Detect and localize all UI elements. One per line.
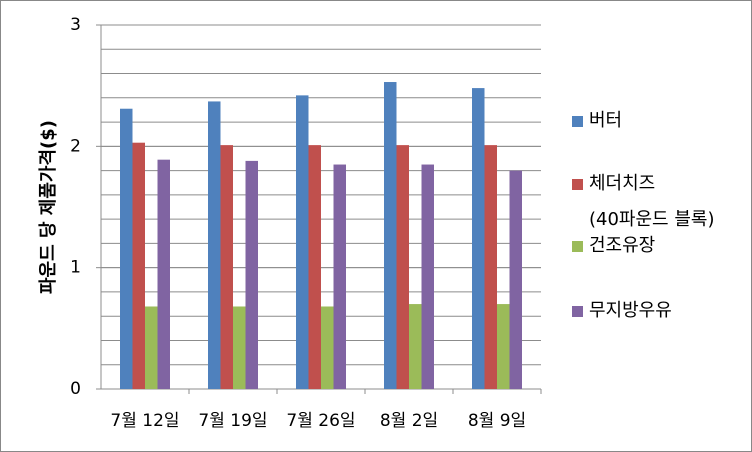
bar — [421, 164, 434, 389]
bar — [321, 306, 334, 389]
y-tick-label: 3 — [70, 15, 81, 35]
legend-label: 버터 — [589, 110, 623, 131]
x-tick-label: 7월 26일 — [286, 411, 355, 431]
bar — [409, 304, 422, 389]
x-tick-label: 8월 9일 — [468, 411, 526, 431]
bar — [308, 145, 321, 389]
legend-label: 체더치즈 (40파운드 블록) — [589, 173, 715, 230]
legend-swatch — [572, 179, 583, 190]
bar — [233, 306, 246, 389]
legend-label: 무지방우유 — [589, 300, 672, 321]
bar — [333, 164, 346, 389]
bar — [296, 95, 309, 389]
bar — [472, 88, 485, 390]
bar — [384, 82, 397, 389]
bar — [497, 304, 510, 389]
bar — [132, 142, 145, 389]
legend-swatch — [572, 306, 583, 317]
x-tick-label: 7월 19일 — [198, 411, 267, 431]
bar — [245, 160, 258, 389]
bar — [208, 101, 221, 389]
bar — [509, 170, 522, 389]
y-axis-label: 파운드 당 제품가격($) — [38, 120, 59, 294]
bar — [120, 108, 133, 389]
x-tick-label: 7월 12일 — [110, 411, 179, 431]
legend-swatch — [572, 116, 583, 127]
legend-swatch — [572, 241, 583, 252]
bar — [396, 145, 409, 389]
y-tick-label: 1 — [70, 258, 81, 278]
legend-label: 건조유장 — [589, 235, 656, 256]
y-tick-label: 2 — [70, 136, 81, 156]
bar — [484, 145, 497, 389]
x-tick-label: 8월 2일 — [380, 411, 438, 431]
bar — [220, 145, 233, 389]
y-tick-label: 0 — [70, 379, 81, 399]
bar — [157, 159, 170, 389]
bar — [145, 306, 158, 389]
